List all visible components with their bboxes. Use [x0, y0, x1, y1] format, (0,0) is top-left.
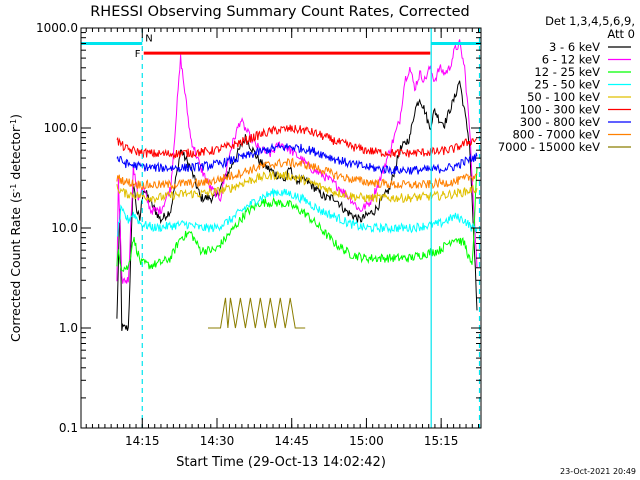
y-tick-label: 0.1: [59, 421, 78, 435]
legend-label-50-100-kev: 50 - 100 keV: [527, 90, 600, 104]
legend-label-800-7000-kev: 800 - 7000 keV: [512, 128, 600, 142]
series-line-6-12-kev: [116, 39, 478, 284]
overlay-label-f: F: [135, 49, 141, 60]
x-tick-label: 15:15: [424, 434, 459, 448]
series-line-50-100-kev: [116, 169, 478, 204]
y-tick-label: 1000.0: [36, 21, 78, 35]
series-line-3-6-kev: [116, 80, 478, 331]
y-tick-label: 1.0: [59, 321, 78, 335]
legend-label-100-300-kev: 100 - 300 keV: [520, 103, 600, 117]
legend-label-300-800-kev: 300 - 800 keV: [520, 115, 600, 129]
series-line-7000-15000-kev: [208, 297, 306, 329]
x-tick-label: 14:15: [125, 434, 160, 448]
legend-label-12-25-kev: 12 - 25 keV: [534, 65, 600, 79]
series-line-300-800-kev: [116, 142, 478, 176]
series-line-12-25-kev: [116, 167, 478, 273]
legend-label-3-6-kev: 3 - 6 keV: [549, 40, 600, 54]
x-axis-label: Start Time (29-Oct-13 14:02:42): [176, 455, 386, 470]
legend-label-7000-15000-kev: 7000 - 15000 keV: [498, 140, 600, 154]
overlay-label-n: N: [145, 33, 152, 44]
x-tick-label: 14:30: [200, 434, 235, 448]
y-tick-label: 10.0: [51, 221, 78, 235]
legend-header-1: Det 1,3,4,5,6,9,: [545, 14, 635, 28]
y-axis-label: Corrected Count Rate (s-1 detector-1): [8, 114, 23, 342]
series-line-800-7000-kev: [116, 157, 478, 191]
x-tick-label: 14:45: [274, 434, 309, 448]
legend-header-2: Att 0: [607, 27, 635, 41]
legend-label-25-50-kev: 25 - 50 keV: [534, 78, 600, 92]
y-tick-label: 100.0: [44, 121, 78, 135]
legend-label-6-12-kev: 6 - 12 keV: [542, 53, 600, 67]
series-line-25-50-kev: [116, 188, 478, 237]
series-line-100-300-kev: [116, 124, 478, 160]
footer-timestamp: 23-Oct-2021 20:49: [560, 467, 636, 476]
x-tick-label: 15:00: [349, 434, 384, 448]
chart-title: RHESSI Observing Summary Count Rates, Co…: [90, 4, 470, 20]
